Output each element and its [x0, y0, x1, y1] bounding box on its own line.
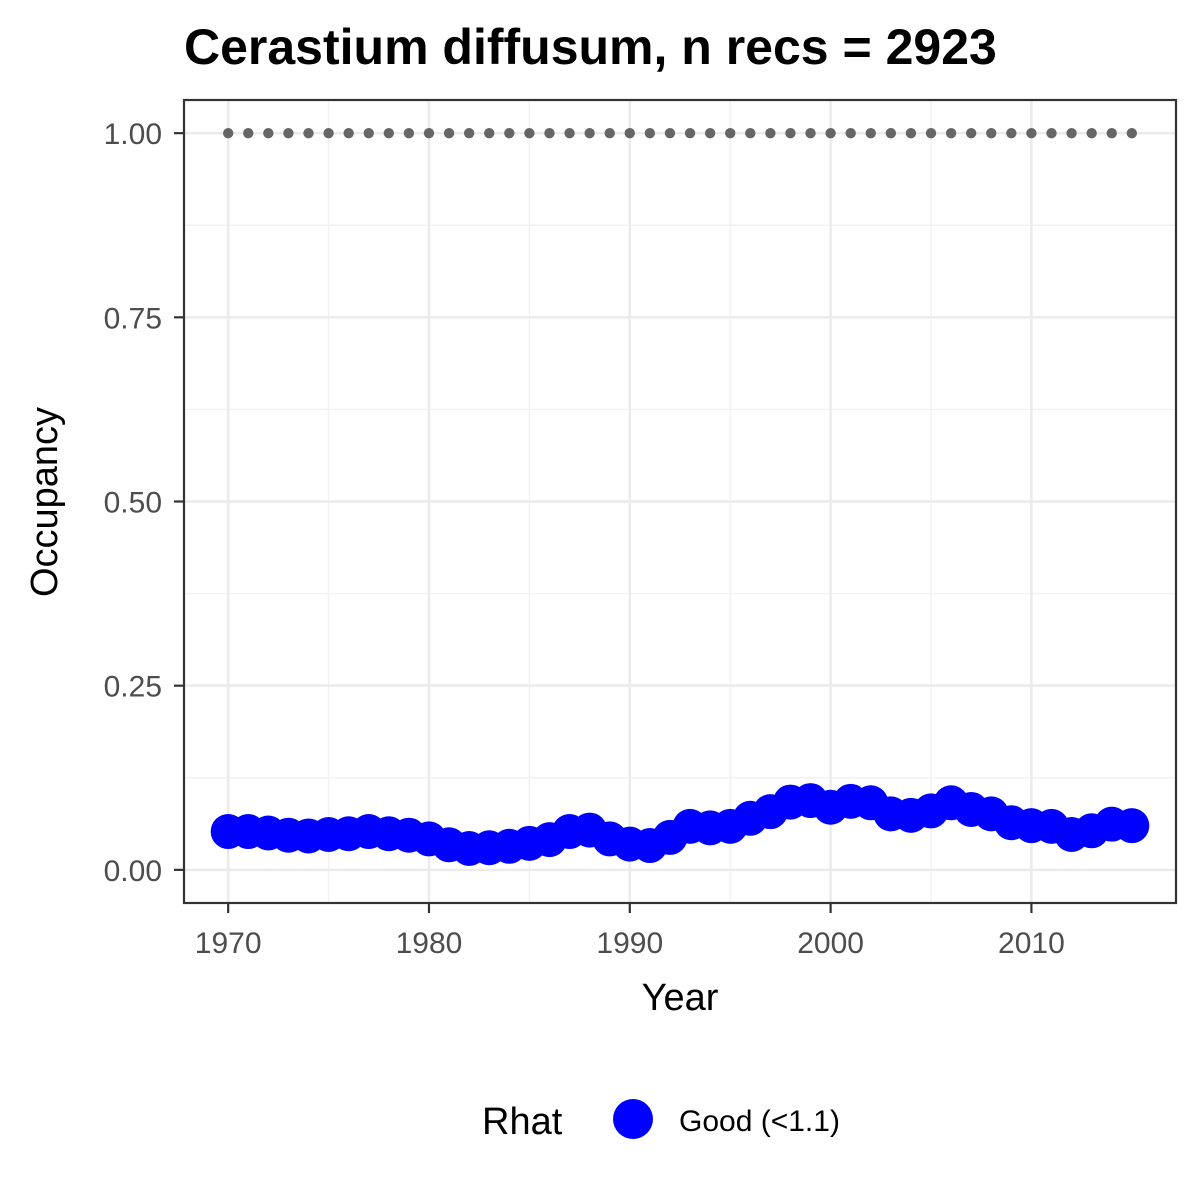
- data-point: [1114, 808, 1150, 844]
- reference-point: [624, 127, 635, 139]
- reference-point: [544, 127, 555, 139]
- x-axis-title: Year: [642, 977, 719, 1019]
- reference-point: [885, 127, 897, 139]
- axis-ticks: 1970 1980 1990 2000 2010 0.00 0.25 0.50 0.75 1.00: [104, 118, 1065, 960]
- reference-point: [1026, 127, 1037, 139]
- reference-point: [504, 127, 515, 139]
- reference-point: [403, 127, 415, 139]
- reference-point: [805, 127, 816, 139]
- reference-point: [363, 127, 374, 139]
- reference-point: [785, 127, 796, 139]
- legend-label-good: Good (<1.1): [679, 1105, 840, 1138]
- reference-point: [463, 127, 475, 139]
- y-tick-label: 0.25: [104, 671, 162, 704]
- reference-point: [383, 127, 395, 139]
- reference-point: [945, 127, 957, 139]
- reference-point: [704, 127, 716, 139]
- reference-point: [564, 127, 575, 139]
- x-tick-label: 2010: [998, 927, 1065, 960]
- x-tick-label: 1970: [195, 927, 262, 960]
- reference-point: [745, 127, 756, 139]
- reference-point: [865, 127, 876, 139]
- reference-point: [222, 127, 234, 139]
- reference-point: [303, 127, 314, 139]
- reference-point: [484, 127, 495, 139]
- x-tick-label: 2000: [797, 927, 864, 960]
- chart-title: Cerastium diffusum, n recs = 2923: [184, 19, 997, 75]
- reference-point: [1046, 127, 1057, 139]
- y-tick-label: 0.75: [104, 302, 162, 335]
- series-points: [210, 783, 1150, 866]
- reference-point: [684, 127, 696, 139]
- legend-title: Rhat: [482, 1101, 563, 1143]
- reference-point: [443, 127, 455, 139]
- reference-point: [1086, 127, 1097, 139]
- reference-point: [925, 127, 937, 139]
- reference-point: [243, 127, 254, 139]
- reference-point: [986, 127, 997, 139]
- legend-key-good: [613, 1099, 653, 1139]
- y-tick-label: 0.00: [104, 855, 162, 888]
- reference-point: [1126, 127, 1138, 139]
- x-tick-label: 1980: [396, 927, 463, 960]
- reference-point: [423, 127, 435, 139]
- reference-point: [1066, 127, 1077, 139]
- legend: Rhat Good (<1.1): [482, 1099, 840, 1143]
- reference-point: [664, 127, 676, 139]
- y-tick-label: 1.00: [104, 118, 162, 151]
- reference-point: [644, 127, 656, 139]
- reference-points: [222, 127, 1138, 139]
- reference-point: [845, 127, 856, 139]
- reference-point: [765, 127, 776, 139]
- reference-point: [604, 127, 615, 139]
- reference-point: [584, 127, 595, 139]
- reference-point: [905, 127, 917, 139]
- reference-point: [343, 127, 354, 139]
- reference-point: [965, 127, 977, 139]
- reference-point: [1006, 127, 1017, 139]
- reference-point: [725, 127, 736, 139]
- y-axis-title: Occupancy: [24, 407, 66, 597]
- reference-point: [263, 127, 274, 139]
- reference-point: [524, 127, 535, 139]
- reference-point: [825, 127, 836, 139]
- y-tick-label: 0.50: [104, 487, 162, 520]
- reference-point: [1106, 127, 1117, 139]
- reference-point: [323, 127, 334, 139]
- reference-point: [283, 127, 294, 139]
- x-tick-label: 1990: [596, 927, 663, 960]
